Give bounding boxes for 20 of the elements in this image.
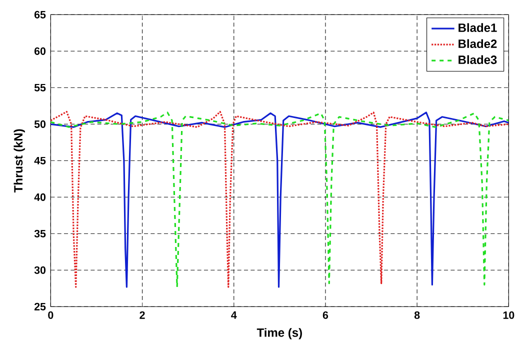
y-tick-label: 40 (34, 194, 46, 202)
y-tick-label: 25 (34, 303, 46, 311)
x-tick-label: 8 (414, 312, 420, 320)
y-tick-label: 30 (34, 266, 46, 274)
legend-label: Blade1 (458, 23, 497, 32)
y-tick-label: 60 (34, 48, 46, 56)
x-tick-label: 4 (231, 312, 237, 319)
legend-label: Blade3 (458, 55, 497, 64)
y-axis-title: Thrust (kN) (14, 129, 25, 193)
legend-label: Blade2 (458, 39, 497, 48)
x-tick-label: 0 (48, 312, 54, 320)
y-tick-label: 55 (34, 84, 46, 92)
y-tick-label: 35 (34, 230, 46, 238)
x-tick-label: 10 (503, 312, 514, 320)
x-tick-label: 2 (140, 312, 145, 319)
y-tick-label: 45 (34, 157, 46, 165)
x-axis-title: Time (s) (256, 328, 302, 340)
y-tick-label: 50 (34, 120, 46, 128)
x-tick-label: 6 (322, 312, 328, 320)
y-tick-label: 65 (34, 11, 46, 19)
